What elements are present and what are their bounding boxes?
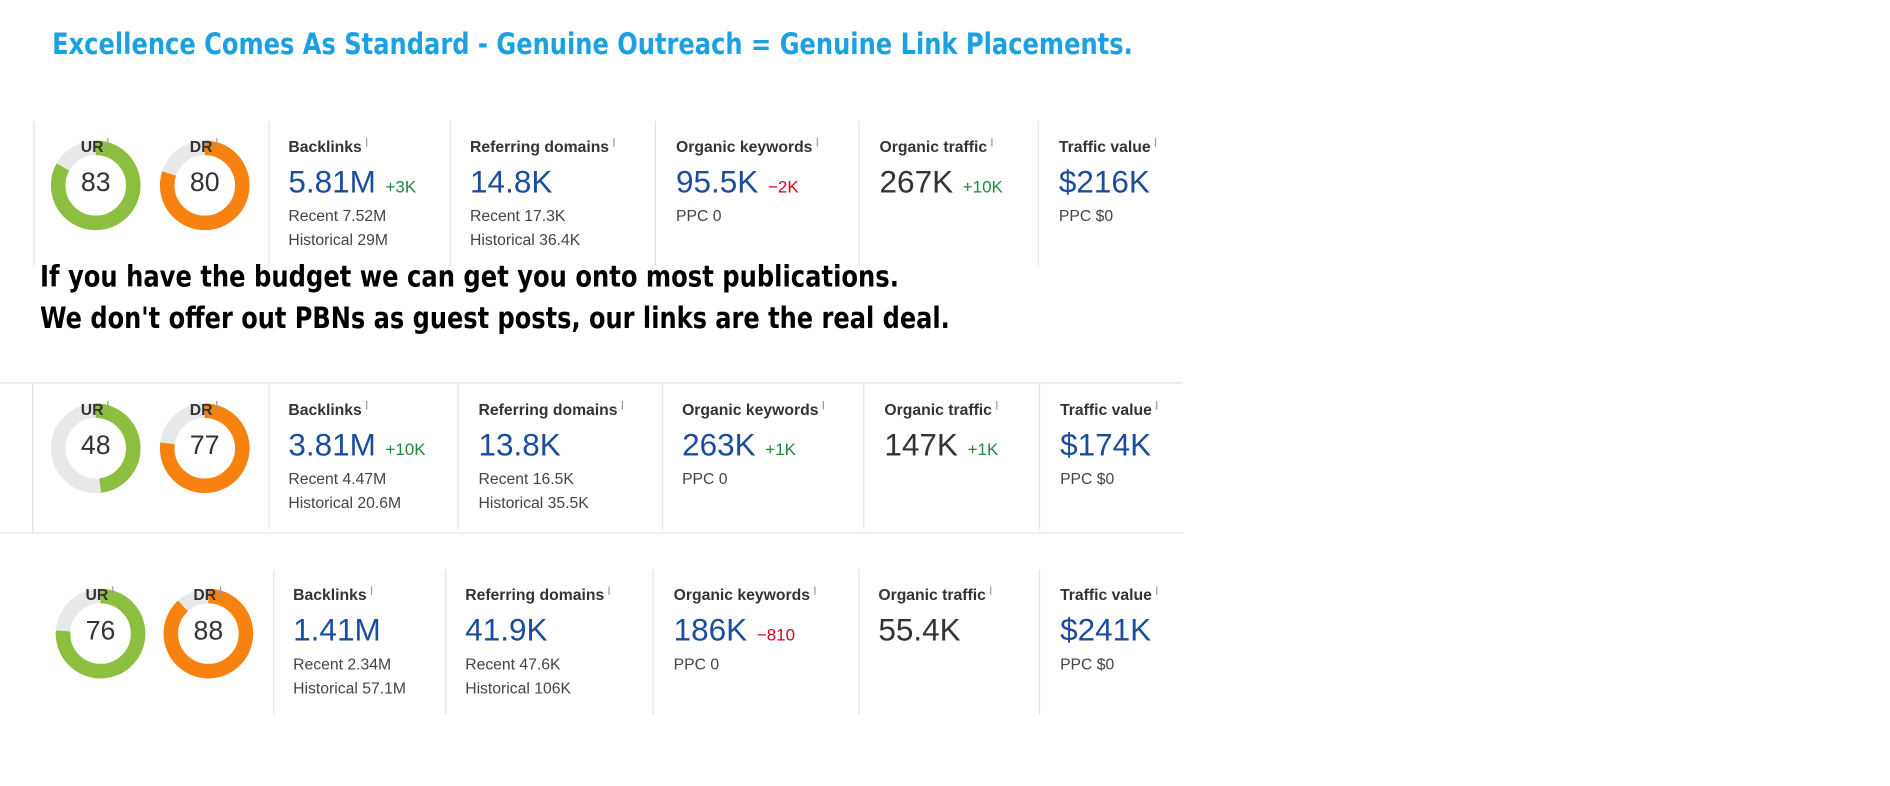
gauge-label: UR <box>81 402 104 419</box>
metric-detail: Recent 7.52M <box>288 208 386 225</box>
metric-value: 1.41M <box>293 612 381 648</box>
metric-label: Backlinks <box>288 139 362 156</box>
gauge-label: DR <box>193 587 216 604</box>
title: Excellence Comes As Standard - Genuine O… <box>52 27 1133 61</box>
metric-detail: Historical 29M <box>288 232 388 249</box>
metric-label: Traffic value <box>1059 139 1151 156</box>
metric-detail: Historical 36.4K <box>470 232 581 249</box>
metric-delta: +10K <box>386 440 427 459</box>
metric-detail: PPC 0 <box>682 471 728 488</box>
gauge-label: DR <box>190 402 213 419</box>
metric-label: Referring domains <box>465 587 604 604</box>
gauge-value: 80 <box>190 167 220 197</box>
gauge-label: DR <box>190 139 213 156</box>
metric-label: Referring domains <box>479 402 618 419</box>
metric-label: Backlinks <box>293 587 367 604</box>
metric-label: Organic traffic <box>880 139 988 156</box>
metric-label: Referring domains <box>470 139 609 156</box>
metric-value: $241K <box>1060 612 1151 648</box>
metric-label: Backlinks <box>288 402 362 419</box>
metric-label: Organic traffic <box>884 402 992 419</box>
metric-label: Organic keywords <box>682 402 819 419</box>
metric-detail: PPC 0 <box>674 656 720 673</box>
metric-label: Organic traffic <box>878 587 986 604</box>
metric-value: $174K <box>1060 426 1151 462</box>
message-line: We don't offer out PBNs as guest posts, … <box>40 301 950 335</box>
metric-value: $216K <box>1059 163 1150 199</box>
metric-detail: Recent 2.34M <box>293 656 391 673</box>
gauge-value: 88 <box>194 615 224 645</box>
metric-detail: PPC $0 <box>1060 471 1114 488</box>
gauge-value: 77 <box>190 430 220 460</box>
metric-detail: PPC $0 <box>1059 208 1113 225</box>
gauge-value: 76 <box>86 615 116 645</box>
metric-delta: +10K <box>963 177 1004 196</box>
gauge-arc <box>50 403 141 494</box>
gauge-arc <box>159 140 250 231</box>
metric-value: 263K <box>682 426 756 462</box>
metric-detail: Historical 57.1M <box>293 680 406 697</box>
metric-delta: −810 <box>757 626 795 645</box>
metric-detail: Recent 4.47M <box>288 471 386 488</box>
gauge-value: 48 <box>81 430 111 460</box>
metric-delta: +1K <box>968 440 999 459</box>
metric-detail: Recent 47.6K <box>465 656 561 673</box>
metric-detail: Historical 20.6M <box>288 495 401 512</box>
gauge-arc <box>55 588 146 679</box>
metric-delta: −2K <box>768 177 799 196</box>
metric-label: Traffic value <box>1060 402 1152 419</box>
metric-detail: Recent 17.3K <box>470 208 566 225</box>
metric-label: Organic keywords <box>674 587 811 604</box>
metric-delta: +1K <box>765 440 796 459</box>
metric-value: 95.5K <box>676 163 758 199</box>
metric-value: 5.81M <box>288 163 376 199</box>
metric-delta: +3K <box>386 177 417 196</box>
metric-label: Organic keywords <box>676 139 813 156</box>
metric-detail: PPC $0 <box>1060 656 1114 673</box>
metric-value: 147K <box>884 426 958 462</box>
metric-value: 41.9K <box>465 612 547 648</box>
gauge-label: UR <box>86 587 109 604</box>
metric-detail: PPC 0 <box>676 208 722 225</box>
gauge-arc <box>50 140 141 231</box>
metric-detail: Recent 16.5K <box>479 471 575 488</box>
gauge-arc <box>163 588 254 679</box>
metric-label: Traffic value <box>1060 587 1152 604</box>
message-line: If you have the budget we can get you on… <box>40 260 899 294</box>
metric-value: 267K <box>880 163 954 199</box>
metric-value: 13.8K <box>479 426 561 462</box>
gauge-value: 83 <box>81 167 111 197</box>
gauge-arc <box>159 403 250 494</box>
metric-value: 55.4K <box>878 612 960 648</box>
metric-value: 14.8K <box>470 163 552 199</box>
gauge-label: UR <box>81 139 104 156</box>
metric-detail: Historical 106K <box>465 680 571 697</box>
metric-value: 3.81M <box>288 426 376 462</box>
metric-value: 186K <box>674 612 748 648</box>
content: Excellence Comes As Standard - Genuine O… <box>0 27 1183 715</box>
metric-detail: Historical 35.5K <box>479 495 590 512</box>
